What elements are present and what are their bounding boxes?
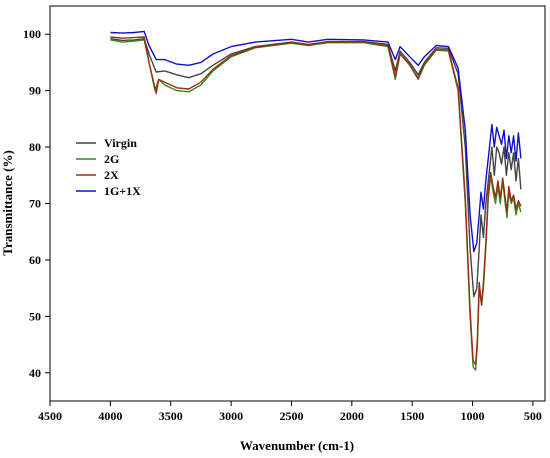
x-tick-label: 500	[524, 409, 542, 423]
series-line-0	[110, 38, 522, 298]
series-lines	[110, 30, 522, 371]
x-tick-label: 1000	[461, 409, 485, 423]
y-tick-label: 80	[29, 140, 41, 154]
x-tick-label: 1500	[400, 409, 424, 423]
x-axis-title: Wavenumber (cm-1)	[240, 438, 354, 453]
x-tick-label: 4500	[38, 409, 62, 423]
y-axis: 40 50 60 70 80 90 100	[23, 27, 50, 380]
y-tick-label: 40	[29, 366, 41, 380]
y-tick-label: 70	[29, 197, 41, 211]
x-tick-label: 2000	[340, 409, 364, 423]
x-tick-label: 3500	[159, 409, 183, 423]
y-tick-label: 60	[29, 253, 41, 267]
y-axis-title: Transmittance (%)	[0, 150, 15, 256]
x-tick-label: 2500	[279, 409, 303, 423]
legend-label: Virgin	[104, 136, 137, 150]
y-tick-label: 90	[29, 84, 41, 98]
legend: Virgin 2G 2X 1G+1X	[76, 136, 141, 198]
series-line-3	[110, 30, 522, 253]
x-tick-label: 3000	[219, 409, 243, 423]
x-tick-label: 4000	[98, 409, 122, 423]
x-axis: 4500 4000 3500 3000 2500 2000 1500 1000 500	[38, 401, 542, 423]
legend-label: 2X	[104, 168, 119, 182]
y-tick-label: 100	[23, 27, 41, 41]
plot-frame	[49, 5, 546, 402]
y-tick-label: 50	[29, 309, 41, 323]
legend-label: 1G+1X	[104, 184, 141, 198]
series-line-2	[110, 36, 522, 365]
legend-label: 2G	[104, 152, 119, 166]
